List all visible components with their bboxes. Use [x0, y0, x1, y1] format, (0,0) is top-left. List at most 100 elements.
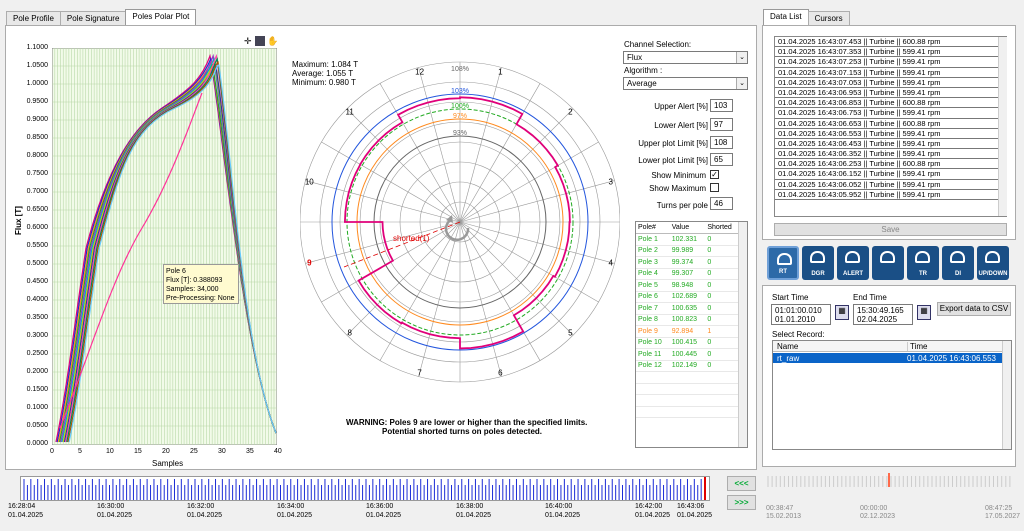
x-tick-label: 0 — [50, 448, 54, 455]
dgr-icon[interactable]: DGR — [802, 246, 834, 280]
pole-value: 99.374 — [669, 256, 706, 269]
pole-row[interactable]: Pole 8 100.823 0 — [636, 314, 740, 326]
data-list-item[interactable]: 01.04.2025 16:43:06.853 || Turbine || 60… — [775, 98, 1006, 109]
data-list-item[interactable]: 01.04.2025 16:43:06.553 || Turbine || 59… — [775, 129, 1006, 139]
tab-data-list[interactable]: Data List — [763, 9, 809, 26]
warning-line-2: Potential shorted turns on poles detecte… — [382, 427, 543, 436]
tab-pole-profile[interactable]: Pole Profile — [6, 11, 61, 26]
polar-grid-spoke — [346, 221, 461, 336]
mini-timeline[interactable] — [764, 470, 1018, 488]
polar-grid-spoke — [459, 221, 615, 264]
pole-curve — [59, 92, 203, 429]
tab-pole-signature[interactable]: Pole Signature — [59, 11, 127, 26]
data-list-scrollbar[interactable] — [998, 37, 1007, 216]
pole-row[interactable]: Pole 6 102.689 0 — [636, 291, 740, 303]
show-minimum-checkbox[interactable]: ✓ — [710, 170, 719, 179]
alert-icon[interactable]: ALERT — [837, 246, 869, 280]
data-list-item[interactable]: 01.04.2025 16:43:07.053 || Turbine || 59… — [775, 78, 1006, 88]
record-row-selected[interactable]: rt_raw 01.04.2025 16:43:06.553 — [773, 353, 1003, 363]
zoom-icon[interactable] — [255, 36, 265, 46]
y-tick-label: 0.3500 — [26, 314, 48, 321]
lower-alert-input[interactable]: 97 — [710, 118, 733, 131]
start-time-input[interactable]: 01:01:00.010 01.01.2010 — [771, 304, 831, 325]
record-scrollbar[interactable] — [1002, 341, 1011, 449]
pole-row[interactable]: Pole 10 100.415 0 — [636, 337, 740, 349]
pole-table-scrollbar[interactable] — [738, 222, 747, 447]
data-list-item[interactable]: 01.04.2025 16:43:06.052 || Turbine || 59… — [775, 180, 1006, 190]
pole-name: Pole 9 — [636, 325, 670, 338]
data-list-item[interactable]: 01.04.2025 16:43:07.253 || Turbine || 59… — [775, 57, 1006, 68]
mini-date-label: 02.12.2023 — [860, 513, 896, 520]
pole-row[interactable]: Pole 11 100.445 0 — [636, 348, 740, 361]
pole-row[interactable]: Pole 1 102.331 0 — [636, 233, 740, 246]
crosshair-icon[interactable]: ✛ — [244, 36, 252, 46]
upper-plot-limit-input[interactable]: 108 — [710, 136, 733, 149]
timeline-time-label: 16:30:00 — [97, 503, 125, 510]
data-list-item[interactable]: 01.04.2025 16:43:06.453 || Turbine || 59… — [775, 139, 1006, 150]
upper-alert-input[interactable]: 103 — [710, 99, 733, 112]
timeline-back-button[interactable]: <<< — [727, 476, 756, 491]
polar-grid-spoke — [321, 141, 461, 223]
data-list-item[interactable]: 01.04.2025 16:43:07.453 || Turbine || 60… — [775, 37, 1006, 48]
data-list-item[interactable]: 01.04.2025 16:43:05.952 || Turbine || 59… — [775, 190, 1006, 200]
chevron-down-icon: ⌄ — [736, 52, 747, 63]
folder-icon[interactable] — [872, 246, 904, 280]
timeline-date-label: 01.04.2025 — [635, 512, 671, 519]
pole-row[interactable]: Pole 7 100.635 0 — [636, 302, 740, 315]
data-list-item[interactable]: 01.04.2025 16:43:06.653 || Turbine || 60… — [775, 119, 1006, 129]
export-csv-button[interactable]: Export data to CSV — [937, 302, 1011, 316]
updown-icon[interactable]: UP/DOWN — [977, 246, 1009, 280]
di-icon[interactable]: DI — [942, 246, 974, 280]
data-list-item[interactable]: 01.04.2025 16:43:06.352 || Turbine || 59… — [775, 149, 1006, 160]
lower-plot-limit-input[interactable]: 65 — [710, 153, 733, 166]
pole-value: 100.823 — [669, 314, 706, 326]
x-tick-label: 40 — [274, 448, 282, 455]
mini-time-label: 00:00:00 — [860, 505, 888, 512]
save-button[interactable]: Save — [774, 223, 1007, 236]
turns-per-pole-input[interactable]: 46 — [710, 197, 733, 210]
tr-icon[interactable]: TR — [907, 246, 939, 280]
data-list-item[interactable]: 01.04.2025 16:43:07.153 || Turbine || 59… — [775, 68, 1006, 78]
pole-row[interactable]: Pole 4 99.307 0 — [636, 268, 740, 280]
data-list[interactable]: 01.04.2025 16:43:07.453 || Turbine || 60… — [774, 36, 1007, 217]
percent-label: 97% — [453, 113, 467, 120]
data-list-item[interactable]: 01.04.2025 16:43:06.953 || Turbine || 59… — [775, 88, 1006, 99]
pan-icon[interactable]: ✋ — [267, 36, 279, 46]
pole-row[interactable]: Pole 12 102.149 0 — [636, 360, 740, 372]
end-time-input[interactable]: 15:30:49.165 02.04.2025 — [853, 304, 913, 325]
data-list-item[interactable]: 01.04.2025 16:43:06.152 || Turbine || 59… — [775, 169, 1006, 180]
pole-number-label: 2 — [568, 108, 573, 117]
pole-row[interactable]: Pole 3 99.374 0 — [636, 256, 740, 269]
tab-poles-polar-plot[interactable]: Poles Polar Plot — [125, 9, 197, 26]
pole-row[interactable]: Pole 9 92.894 1 — [636, 325, 740, 338]
polar-grid-spoke — [459, 108, 574, 223]
rt-icon[interactable]: RT — [767, 246, 799, 280]
data-list-item[interactable]: 01.04.2025 16:43:07.353 || Turbine || 59… — [775, 47, 1006, 58]
x-tick-label: 35 — [246, 448, 254, 455]
x-tick-label: 25 — [190, 448, 198, 455]
pole-shorted: 0 — [705, 245, 740, 257]
pole-row[interactable]: Pole 2 99.989 0 — [636, 245, 740, 257]
show-maximum-checkbox[interactable] — [710, 183, 719, 192]
polar-grid-spoke — [459, 141, 599, 223]
y-tick-label: 0.9000 — [26, 116, 48, 123]
pole-number-label: 3 — [608, 178, 613, 187]
algorithm-select[interactable]: Average ⌄ — [623, 77, 748, 90]
polar-grid-spoke — [379, 221, 461, 361]
timeline-forward-button[interactable]: >>> — [727, 495, 756, 510]
polar-grid-spoke — [459, 221, 599, 303]
channel-select[interactable]: Flux ⌄ — [623, 51, 748, 64]
pole-row[interactable]: Pole 5 98.948 0 — [636, 279, 740, 292]
icon-glyph — [845, 251, 860, 263]
timeline-bar[interactable] — [20, 476, 710, 501]
pole-shorted: 0 — [705, 337, 740, 349]
data-list-item[interactable]: 01.04.2025 16:43:06.753 || Turbine || 59… — [775, 108, 1006, 119]
end-calendar-icon[interactable]: ▦ — [917, 305, 931, 320]
pole-shorted: 0 — [705, 291, 740, 303]
rotation-arrow-icon — [444, 217, 470, 242]
select-record-label: Select Record: — [772, 330, 825, 339]
pole-number-label: 8 — [347, 328, 352, 337]
tab-cursors[interactable]: Cursors — [807, 11, 850, 26]
data-list-item[interactable]: 01.04.2025 16:43:06.253 || Turbine || 60… — [775, 159, 1006, 170]
start-calendar-icon[interactable]: ▦ — [835, 305, 849, 320]
